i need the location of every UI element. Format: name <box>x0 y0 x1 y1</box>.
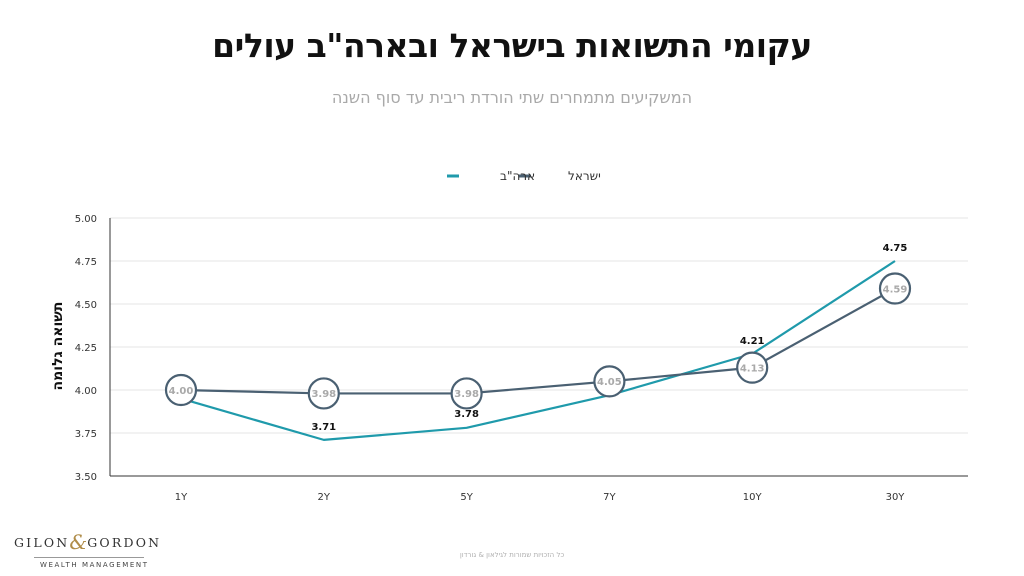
logo-ampersand: & <box>69 530 88 554</box>
usa-data-label: 3.71 <box>311 422 336 433</box>
copyright-footer: כל הזכויות שמורות לגילאון & גורדון <box>459 551 565 559</box>
marker-circle <box>593 365 626 398</box>
y-axis-title: תשואה גלומה <box>50 302 66 391</box>
israel-point-marker: 4.59 <box>878 272 912 305</box>
series-line-usa <box>180 260 896 441</box>
israel-data-label: 4.59 <box>883 284 908 295</box>
legend-label-usa: ארה"ב <box>500 169 535 183</box>
gridlines <box>110 217 968 434</box>
x-tick-label: 30Y <box>886 492 906 503</box>
israel-data-label: 3.98 <box>454 389 479 400</box>
logo-divider <box>34 557 144 558</box>
israel-point-marker: 4.05 <box>593 365 626 398</box>
x-tick-label: 1Y <box>175 492 188 503</box>
y-axis-label: תשואה גלומה <box>50 302 66 391</box>
marker-circle <box>164 373 198 407</box>
legend-label-israel: ישראל <box>568 169 601 183</box>
x-tick-label: 5Y <box>460 492 473 503</box>
x-tick-label: 7Y <box>603 492 616 503</box>
logo-wordmark: GILON&GORDON <box>14 530 159 554</box>
marker-circle <box>878 272 912 305</box>
israel-point-marker: 3.98 <box>450 377 483 410</box>
y-tick-label: 4.50 <box>75 300 97 311</box>
x-tick-label: 10Y <box>743 492 763 503</box>
legend-item-usa: ארה"ב <box>447 169 535 183</box>
data-labels: 3.71 3.78 4.21 4.75 <box>311 243 907 433</box>
logo-word-gordon: GORDON <box>87 535 162 550</box>
israel-data-label: 4.13 <box>740 363 765 374</box>
series-line-israel <box>180 287 896 395</box>
logo-tagline: WEALTH MANAGEMENT <box>40 561 149 569</box>
legend: ישראל ארה"ב <box>447 169 601 183</box>
marker-circle <box>736 351 769 384</box>
page-subtitle: המשקיעים מתמחרים שתי הורדת ריבית עד סוף … <box>331 88 693 107</box>
israel-data-label: 3.98 <box>311 389 336 400</box>
marker-circle <box>450 377 483 410</box>
logo-word-gilon: GILON <box>14 535 70 550</box>
legend-item-israel: ישראל <box>519 169 601 183</box>
y-tick-label: 3.75 <box>75 429 97 440</box>
y-tick-label: 4.00 <box>75 386 97 397</box>
markers: 4.00 3.98 3.98 4.05 4.13 4.59 <box>164 272 912 410</box>
israel-point-marker: 4.13 <box>736 351 769 384</box>
company-logo: GILON&GORDON WEALTH MANAGEMENT <box>14 530 159 569</box>
usa-data-label: 3.78 <box>454 409 479 420</box>
y-tick-label: 5.00 <box>75 214 97 225</box>
y-tick-label: 4.75 <box>75 257 97 268</box>
usa-data-label: 4.75 <box>883 243 908 254</box>
marker-circle <box>307 377 340 410</box>
page-title: עקומי התשואות בישראל ובארה"ב עולים <box>212 26 812 65</box>
y-tick-label: 4.25 <box>75 343 97 354</box>
y-tick-label: 3.50 <box>75 472 97 483</box>
israel-data-label: 4.05 <box>597 377 622 388</box>
x-tick-label: 2Y <box>318 492 331 503</box>
israel-data-label: 4.00 <box>169 386 194 397</box>
axes: 5.00 4.75 4.50 4.25 4.00 3.75 3.50 1Y 2Y 5Y 7Y 10Y 3… <box>75 214 968 503</box>
israel-point-marker: 4.00 <box>164 373 198 407</box>
israel-point-marker: 3.98 <box>307 377 340 410</box>
series <box>180 260 896 441</box>
usa-data-label: 4.21 <box>740 336 765 347</box>
